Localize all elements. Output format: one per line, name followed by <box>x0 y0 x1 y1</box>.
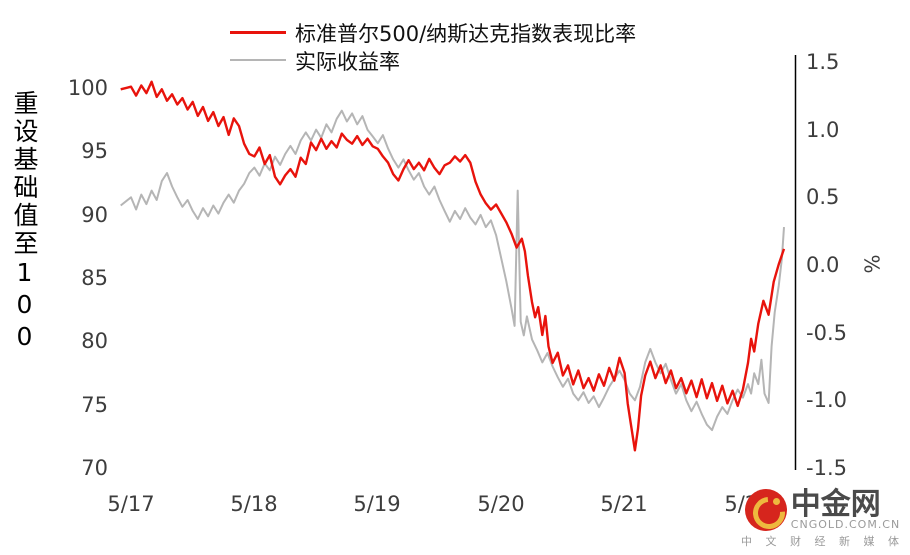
x-tick-5-17: 5/17 <box>107 492 155 516</box>
left-axis-title: 重设基础值至100 <box>10 90 39 354</box>
y-left-tick-100: 100 <box>67 76 108 100</box>
watermark-tagline: 中 文 财 经 新 媒 体 <box>741 535 904 548</box>
x-tick-5-21: 5/21 <box>600 492 648 516</box>
y-right-tick-m0-5: -0.5 <box>806 321 847 345</box>
y-left-tick-75: 75 <box>81 393 108 417</box>
y-left-tick-70: 70 <box>81 456 108 480</box>
y-right-tick-0-5: 0.5 <box>806 185 840 209</box>
y-left-tick-95: 95 <box>81 139 108 163</box>
cngold-logo-icon <box>744 489 792 536</box>
legend-swatch-real-yield <box>230 59 286 61</box>
series-line-real-yield <box>120 109 785 432</box>
y-left-tick-90: 90 <box>81 203 108 227</box>
y-right-tick-1-0: 1.0 <box>806 118 840 142</box>
x-tick-5-20: 5/20 <box>477 492 525 516</box>
y-left-tick-80: 80 <box>81 329 108 353</box>
watermark-brand: 中金网 <box>790 486 881 522</box>
y-right-tick-0-0: 0.0 <box>806 253 840 277</box>
x-tick-5-18: 5/18 <box>230 492 278 516</box>
y-right-tick-1-5: 1.5 <box>806 50 840 74</box>
y-right-tick-m1-5: -1.5 <box>806 456 847 480</box>
legend-label-real-yield: 实际收益率 <box>295 50 400 74</box>
y-right-tick-m1-0: -1.0 <box>806 388 847 412</box>
y-left-tick-85: 85 <box>81 266 108 290</box>
series-line-sp500-nasdaq-ratio <box>120 80 786 452</box>
legend-label-ratio: 标准普尔500/纳斯达克指数表现比率 <box>295 22 637 46</box>
watermark-domain: CNGOLD.COM.CN <box>790 517 901 531</box>
x-tick-5-19: 5/19 <box>353 492 401 516</box>
legend-swatch-ratio <box>230 31 286 34</box>
watermark: 中金网 CNGOLD.COM.CN 中 文 财 经 新 媒 体 <box>741 489 904 549</box>
